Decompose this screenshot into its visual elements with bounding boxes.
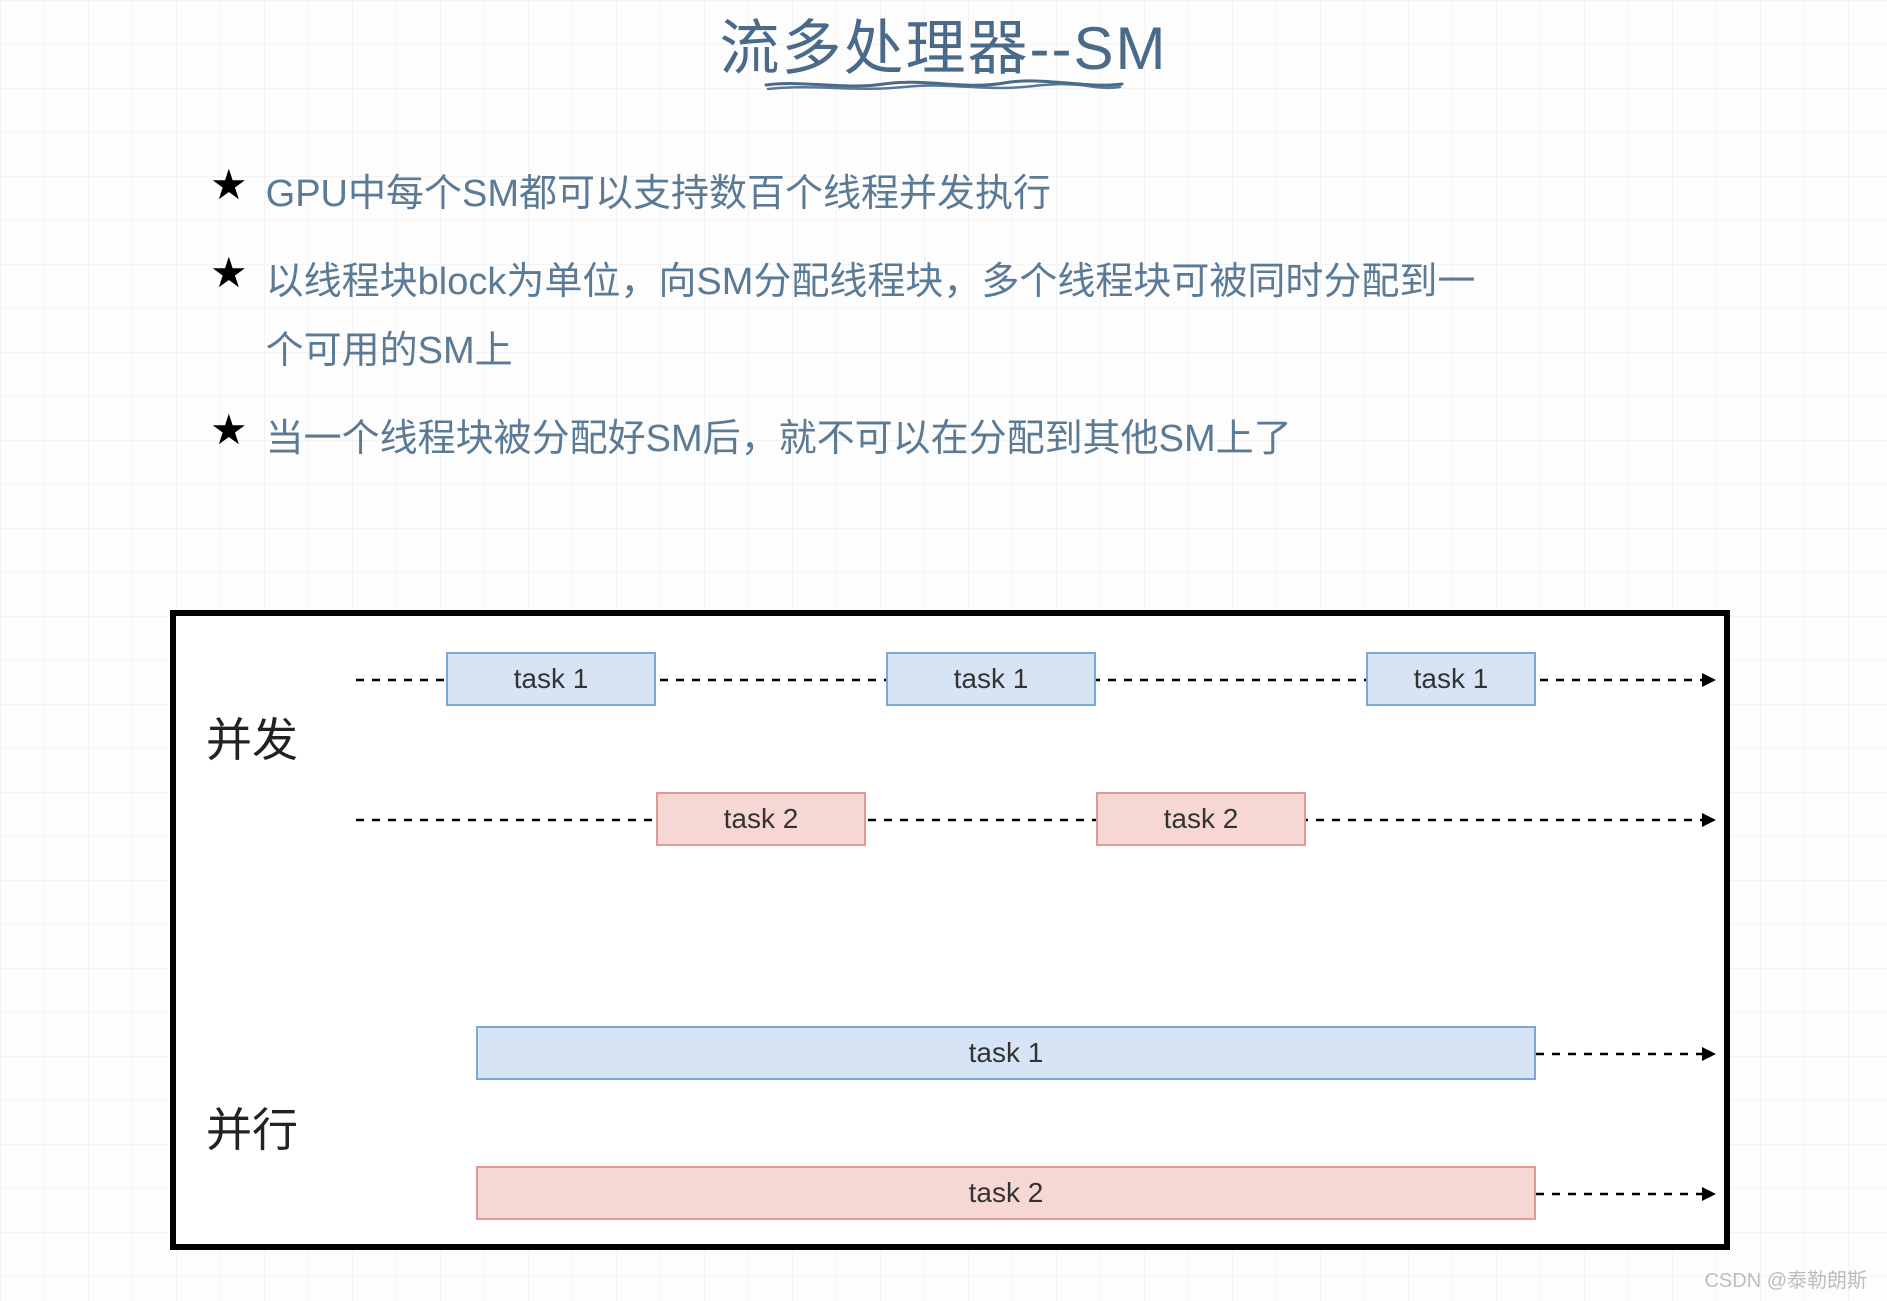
task-box: task 1	[446, 652, 656, 706]
bullet-list: ★ GPU中每个SM都可以支持数百个线程并发执行 ★ 以线程块block为单位，…	[210, 160, 1510, 494]
label-concurrent: 并发	[206, 704, 298, 770]
star-icon: ★	[210, 409, 248, 451]
bullet-item: ★ 以线程块block为单位，向SM分配线程块，多个线程块可被同时分配到一个可用…	[210, 248, 1510, 385]
label-parallel: 并行	[206, 1094, 298, 1160]
task-box: task 2	[476, 1166, 1536, 1220]
bullet-text: GPU中每个SM都可以支持数百个线程并发执行	[266, 160, 1051, 228]
page-title: 流多处理器--SM	[0, 0, 1887, 87]
timeline-row: task 1	[356, 1026, 1716, 1082]
task-box: task 2	[1096, 792, 1306, 846]
task-box: task 1	[1366, 652, 1536, 706]
timeline-row: task 1 task 1 task 1	[356, 652, 1716, 708]
task-box: task 2	[656, 792, 866, 846]
diagram-box: 并发 并行 task 1task 1task 1task 2task 2task…	[170, 610, 1730, 1250]
bullet-text: 当一个线程块被分配好SM后，就不可以在分配到其他SM上了	[266, 405, 1292, 473]
bullet-item: ★ GPU中每个SM都可以支持数百个线程并发执行	[210, 160, 1510, 228]
task-box: task 1	[886, 652, 1096, 706]
star-icon: ★	[210, 164, 248, 206]
bullet-text: 以线程块block为单位，向SM分配线程块，多个线程块可被同时分配到一个可用的S…	[266, 248, 1510, 385]
task-box: task 1	[476, 1026, 1536, 1080]
title-underline	[764, 78, 1124, 92]
star-icon: ★	[210, 252, 248, 294]
timeline-row: task 2	[356, 1166, 1716, 1222]
timeline-row: task 2 task 2	[356, 792, 1716, 848]
bullet-item: ★ 当一个线程块被分配好SM后，就不可以在分配到其他SM上了	[210, 405, 1510, 473]
watermark: CSDN @泰勒朗斯	[1704, 1264, 1867, 1293]
